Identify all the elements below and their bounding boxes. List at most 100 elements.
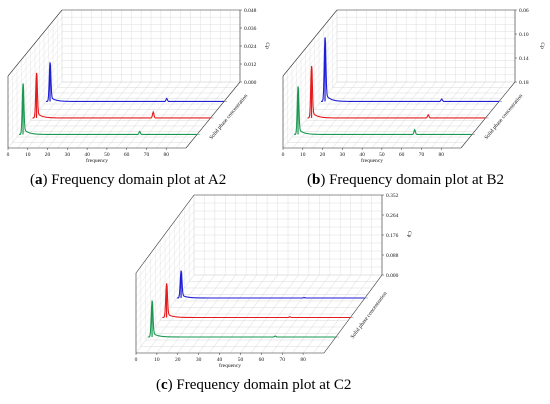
x-tick-label: 70 <box>144 152 150 158</box>
y-axis-label: Cp <box>406 231 412 238</box>
y-tick-label: 0.088 <box>386 253 399 259</box>
depth-axis-label: Solid phase concentration <box>209 93 250 141</box>
series-line <box>46 62 225 103</box>
series-line <box>321 37 500 103</box>
series-line <box>147 300 336 338</box>
y-tick-label: 0.10 <box>519 32 529 38</box>
x-tick-label: 30 <box>65 152 71 158</box>
side-grid-line <box>135 234 195 314</box>
y-tick-label: 0.024 <box>244 44 257 50</box>
x-axis-label: frequency <box>361 157 383 164</box>
series-line <box>162 283 351 319</box>
chart-panel-a: 0 10 20 30 40 50 60 70 80 frequency 0.000 0.012 0.02… <box>0 0 275 200</box>
y-tick-label: 0.000 <box>386 273 399 279</box>
x-tick-label: 20 <box>320 152 326 158</box>
chart-a-caption-tag: a <box>35 172 43 188</box>
chart-panel-c: 0 10 20 30 40 50 60 70 80 frequency 0.000 0.088 0.17… <box>120 193 430 404</box>
x-tick-label: 10 <box>25 152 31 158</box>
x-tick-label: 60 <box>124 152 130 158</box>
side-grid-line <box>282 53 338 120</box>
series-line <box>307 65 486 119</box>
x-axis-label: frequency <box>219 362 241 369</box>
y-axis-label: Cp <box>264 42 270 49</box>
x-axis-label: frequency <box>86 157 108 164</box>
x-tick-label: 10 <box>300 152 306 158</box>
side-grid-line <box>135 250 195 330</box>
y-tick-label: 0.264 <box>386 213 399 219</box>
y-tick-label: 0.036 <box>244 26 257 32</box>
chart-b-caption: (b) Frequency domain plot at B2 <box>307 172 505 188</box>
side-grid-line <box>7 60 63 127</box>
series-line <box>19 83 198 136</box>
x-tick-label: 40 <box>217 357 223 363</box>
x-tick-label: 0 <box>7 152 10 158</box>
series-line <box>176 270 365 299</box>
y-tick-label: 0.18 <box>519 80 529 86</box>
y-tick-label: 0.012 <box>244 62 257 68</box>
chart-c-caption-text: Frequency domain plot at C2 <box>176 377 352 393</box>
x-tick-label: 70 <box>419 152 425 158</box>
side-grid-line <box>7 24 63 91</box>
x-tick-label: 30 <box>196 357 202 363</box>
plot-frame: 0 10 20 30 40 50 60 70 80 frequency 0.000 0.088 0.17… <box>135 193 412 369</box>
y-tick-label: 0.06 <box>519 8 529 14</box>
chart-a-caption-text: Frequency domain plot at A2 <box>51 172 227 188</box>
x-tick-label: 0 <box>135 357 138 363</box>
left-top-edge <box>135 194 195 274</box>
side-grid-line <box>282 38 338 105</box>
chart-a-plot: 0 10 20 30 40 50 60 70 80 frequency 0.000 0.012 0.02… <box>7 8 270 164</box>
chart-c-caption-tag: c <box>161 377 168 393</box>
y-tick-label: 0.176 <box>386 233 399 239</box>
side-grid-line <box>7 31 63 98</box>
side-grid-line <box>7 38 63 105</box>
x-tick-label: 50 <box>238 357 244 363</box>
side-grid-line <box>135 202 195 282</box>
plot-frame: 0 10 20 30 40 50 60 70 80 frequency 0.18 0.14 0.10 0.… <box>282 8 545 164</box>
x-tick-label: 20 <box>175 357 181 363</box>
x-tick-label: 70 <box>279 357 285 363</box>
y-tick-label: 0.352 <box>386 193 399 199</box>
side-grid-line <box>7 45 63 113</box>
side-grid-line <box>7 17 63 84</box>
x-tick-label: 60 <box>399 152 405 158</box>
depth-axis-line <box>185 81 241 149</box>
x-tick-label: 50 <box>104 152 110 158</box>
depth-axis-line <box>460 81 516 149</box>
x-tick-label: 60 <box>259 357 265 363</box>
chart-b-plot: 0 10 20 30 40 50 60 70 80 frequency 0.18 0.14 0.10 0.… <box>282 8 545 164</box>
x-tick-label: 30 <box>340 152 346 158</box>
x-tick-label: 10 <box>154 357 160 363</box>
y-axis-label: Cp <box>539 42 545 49</box>
y-tick-label: 0.000 <box>244 80 257 86</box>
x-tick-label: 80 <box>438 152 444 158</box>
x-tick-label: 80 <box>163 152 169 158</box>
y-tick-label: 0.14 <box>519 56 529 62</box>
series-line <box>294 86 473 136</box>
side-grid-line <box>135 258 195 338</box>
chart-c-caption: (c) Frequency domain plot at C2 <box>156 377 352 393</box>
x-tick-label: 40 <box>84 152 90 158</box>
plot-frame: 0 10 20 30 40 50 60 70 80 frequency 0.000 0.012 0.02… <box>7 8 270 164</box>
side-grid-line <box>282 60 338 127</box>
side-grid-line <box>282 31 338 98</box>
chart-c-plot: 0 10 20 30 40 50 60 70 80 frequency 0.000 0.088 0.17… <box>135 193 412 369</box>
series-line <box>32 72 211 119</box>
side-grid-line <box>282 24 338 91</box>
side-grid-line <box>135 218 195 298</box>
side-grid-line <box>282 45 338 113</box>
x-tick-label: 50 <box>379 152 385 158</box>
x-tick-label: 40 <box>359 152 365 158</box>
x-tick-label: 20 <box>45 152 51 158</box>
side-grid-line <box>135 226 195 306</box>
depth-axis-label: Solid phase concentration <box>484 93 525 141</box>
chart-b-caption-tag: b <box>312 172 321 188</box>
side-grid-line <box>7 53 63 120</box>
side-grid-line <box>135 242 195 322</box>
x-tick-label: 80 <box>300 357 306 363</box>
chart-b-caption-text: Frequency domain plot at B2 <box>329 172 505 188</box>
x-tick-label: 0 <box>282 152 285 158</box>
side-grid-line <box>282 17 338 84</box>
left-top-edge <box>7 9 63 77</box>
left-top-edge <box>282 9 338 77</box>
side-grid-line <box>135 210 195 290</box>
